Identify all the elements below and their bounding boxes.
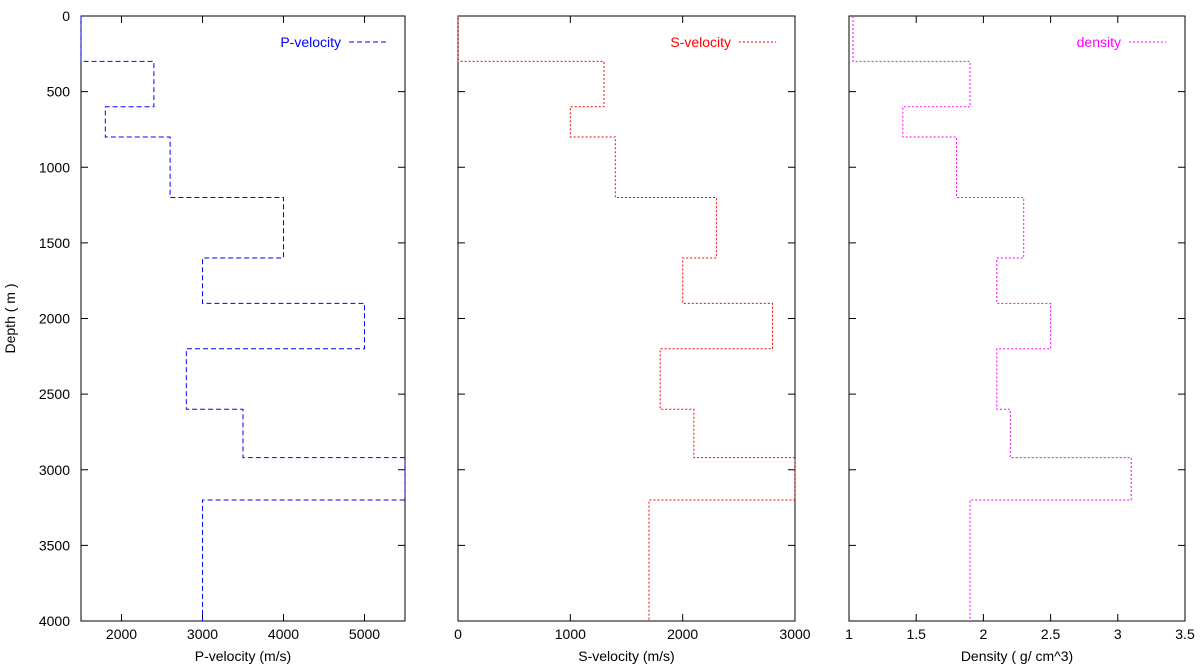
y-tick-label: 2500 (39, 386, 70, 402)
chart-panel-3: 1 1.5 2 2.5 3 3.5 Density ( g/ cm^3) density (845, 15, 1195, 664)
series-line-p-velocity (80, 16, 406, 621)
y-tick-label: 500 (47, 84, 71, 100)
x-tick-label: 2000 (667, 626, 698, 642)
y-tick-label: 3000 (39, 462, 70, 478)
chart-panel-1: 2000 3000 4000 5000 0 500 1000 1500 2000 2500 3000… (2, 8, 406, 664)
x-tick-label: 3.5 (1175, 626, 1195, 642)
x-tick-label: 5000 (349, 626, 380, 642)
y-tick-label: 0 (62, 8, 70, 24)
y-tick-label: 1500 (39, 235, 70, 251)
x-axis-label: Density ( g/ cm^3) (961, 648, 1073, 664)
x-tick-label: 3 (1114, 626, 1122, 642)
x-tick-label: 1.5 (906, 626, 926, 642)
x-tick-label: 2.5 (1041, 626, 1061, 642)
x-tick-label: 4000 (268, 626, 299, 642)
y-tick-label: 4000 (39, 613, 70, 629)
chart-panels: 2000 3000 4000 5000 0 500 1000 1500 2000 2500 3000… (2, 8, 1195, 664)
chart-panel-2: 0 1000 2000 3000 S-velocity (m/s) S-velocity (454, 15, 811, 664)
x-tick-label: 1 (845, 626, 853, 642)
x-tick-label: 3000 (779, 626, 810, 642)
plot-frame (848, 15, 1186, 622)
x-tick-label: 2000 (106, 626, 137, 642)
legend-label: S-velocity (670, 34, 731, 50)
legend-label: density (1077, 34, 1121, 50)
y-tick-label: 3500 (39, 537, 70, 553)
x-tick-label: 1000 (555, 626, 586, 642)
series-line-s-velocity (457, 16, 796, 621)
y-tick-label: 2000 (39, 311, 70, 327)
x-tick-label: 3000 (187, 626, 218, 642)
x-tick-label: 0 (454, 626, 462, 642)
series-line-density (852, 16, 1132, 621)
x-tick-label: 2 (980, 626, 988, 642)
legend-label: P-velocity (280, 34, 341, 50)
x-axis-label: P-velocity (m/s) (195, 648, 291, 664)
x-axis-label: S-velocity (m/s) (578, 648, 674, 664)
plot-frame (457, 15, 796, 622)
y-tick-label: 1000 (39, 159, 70, 175)
y-axis-label: Depth ( m ) (2, 283, 18, 353)
